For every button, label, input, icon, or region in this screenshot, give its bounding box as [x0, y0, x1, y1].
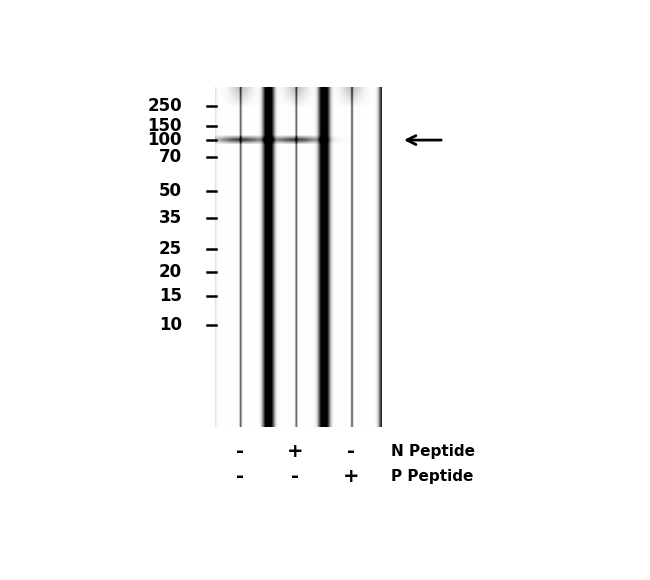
Text: 15: 15: [159, 287, 182, 305]
Text: -: -: [236, 442, 244, 461]
Text: 100: 100: [148, 131, 182, 149]
Text: -: -: [346, 442, 355, 461]
Bar: [214, 88, 381, 427]
Text: 20: 20: [159, 263, 182, 281]
Text: +: +: [343, 466, 359, 485]
Text: 25: 25: [159, 240, 182, 258]
Text: 150: 150: [148, 118, 182, 136]
Text: 70: 70: [159, 148, 182, 166]
Text: +: +: [287, 442, 304, 461]
Text: P Peptide: P Peptide: [391, 469, 473, 484]
Text: N Peptide: N Peptide: [391, 444, 475, 459]
Text: 250: 250: [148, 97, 182, 115]
Text: 10: 10: [159, 316, 182, 334]
Text: -: -: [236, 466, 244, 485]
Text: -: -: [291, 466, 300, 485]
Text: 50: 50: [159, 182, 182, 200]
Text: 35: 35: [159, 209, 182, 227]
